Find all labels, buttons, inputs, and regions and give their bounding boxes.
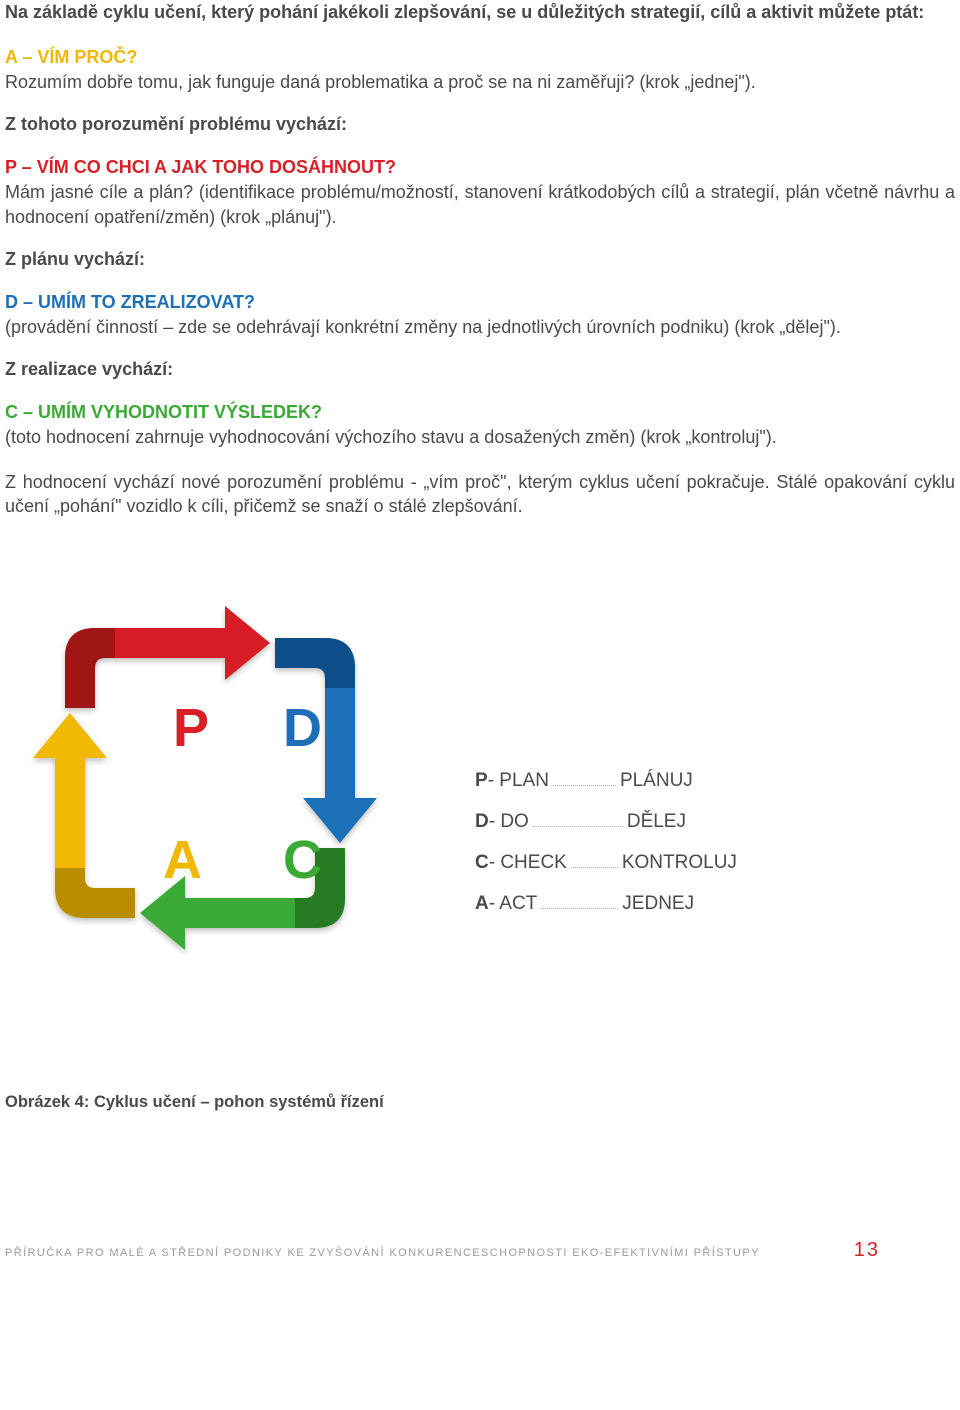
legend-dots (571, 851, 618, 868)
figure-caption: Obrázek 4: Cyklus učení – pohon systémů … (5, 1093, 955, 1112)
legend-cz: JEDNEJ (622, 893, 694, 915)
section-p-head: P – VÍM CO CHCI A JAK TOHO DOSÁHNOUT? (5, 157, 955, 178)
legend-row-c: C - CHECK KONTROLUJ (475, 851, 737, 874)
section-p: P – VÍM CO CHCI A JAK TOHO DOSÁHNOUT? Má… (5, 157, 955, 270)
section-c-head: C – UMÍM VYHODNOTIT VÝSLEDEK? (5, 402, 955, 423)
legend-dots (533, 810, 623, 827)
pdca-letter-c: C (283, 830, 322, 890)
legend-letter: D (475, 811, 489, 833)
legend-cz: PLÁNUJ (620, 770, 693, 792)
pdca-letter-a: A (163, 830, 202, 890)
legend-cz: DĚLEJ (627, 811, 686, 833)
legend-en: - CHECK (489, 852, 567, 874)
pdca-cycle-diagram: P D C A (5, 578, 405, 983)
section-p-sub: Z plánu vychází: (5, 249, 955, 270)
section-a-sub: Z tohoto porozumění problému vychází: (5, 114, 955, 135)
section-c-body: (toto hodnocení zahrnuje vyhodnocování v… (5, 425, 955, 449)
pdca-diagram-row: P D C A P - PLAN PLÁNUJ D - DO DĚLEJ C (5, 578, 955, 983)
legend-row-p: P - PLAN PLÁNUJ (475, 769, 737, 792)
legend-letter: C (475, 852, 489, 874)
arrow-a (33, 713, 135, 918)
legend-en: - DO (489, 811, 529, 833)
arrow-p (65, 606, 270, 708)
legend-row-d: D - DO DĚLEJ (475, 810, 737, 833)
legend-row-a: A - ACT JEDNEJ (475, 892, 737, 915)
section-p-body: Mám jasné cíle a plán? (identifikace pro… (5, 180, 955, 229)
section-a-body: Rozumím dobře tomu, jak funguje daná pro… (5, 70, 955, 94)
legend-en: - ACT (489, 893, 538, 915)
page-number: 13 (854, 1239, 880, 1262)
section-d: D – UMÍM TO ZREALIZOVAT? (provádění činn… (5, 292, 955, 380)
page-content: Na základě cyklu učení, který pohání jak… (5, 0, 955, 1112)
section-c: C – UMÍM VYHODNOTIT VÝSLEDEK? (toto hodn… (5, 402, 955, 449)
closing-text: Z hodnocení vychází nové porozumění prob… (5, 470, 955, 519)
legend-dots (541, 892, 618, 909)
section-d-head: D – UMÍM TO ZREALIZOVAT? (5, 292, 955, 313)
section-a-head: A – VÍM PROČ? (5, 47, 955, 68)
legend-cz: KONTROLUJ (622, 852, 737, 874)
legend-en: - PLAN (488, 770, 549, 792)
footer-text: PŘÍRUČKA PRO MALÉ A STŘEDNÍ PODNIKY KE Z… (5, 1247, 760, 1259)
legend-dots (553, 769, 616, 786)
intro-text: Na základě cyklu učení, který pohání jak… (5, 0, 955, 25)
legend-letter: A (475, 893, 489, 915)
section-a: A – VÍM PROČ? Rozumím dobře tomu, jak fu… (5, 47, 955, 135)
page-footer: PŘÍRUČKA PRO MALÉ A STŘEDNÍ PODNIKY KE Z… (5, 1239, 955, 1262)
pdca-letter-d: D (283, 698, 322, 758)
legend-letter: P (475, 770, 488, 792)
pdca-letter-p: P (173, 698, 209, 758)
pdca-legend: P - PLAN PLÁNUJ D - DO DĚLEJ C - CHECK K… (475, 769, 737, 933)
section-d-sub: Z realizace vychází: (5, 359, 955, 380)
section-d-body: (provádění činností – zde se odehrávají … (5, 315, 955, 339)
